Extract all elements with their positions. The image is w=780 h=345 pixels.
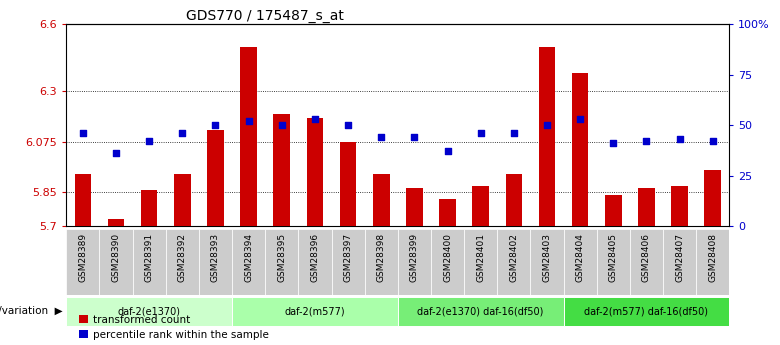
Text: GSM28404: GSM28404	[576, 233, 585, 282]
Text: GSM28396: GSM28396	[310, 233, 320, 282]
Text: GDS770 / 175487_s_at: GDS770 / 175487_s_at	[186, 9, 343, 23]
Bar	[100, 229, 133, 295]
Point	[309, 116, 321, 122]
Text: GSM28399: GSM28399	[410, 233, 419, 282]
Bar	[563, 229, 597, 295]
Bar	[75, 174, 91, 226]
Legend: transformed count, percentile rank within the sample: transformed count, percentile rank withi…	[80, 315, 269, 340]
Point	[607, 140, 619, 146]
Bar	[340, 142, 356, 226]
Bar	[630, 229, 663, 295]
Bar	[240, 47, 257, 226]
Bar	[572, 73, 588, 226]
Bar	[174, 174, 190, 226]
Bar	[696, 229, 729, 295]
Bar	[597, 229, 629, 295]
Text: GSM28391: GSM28391	[144, 233, 154, 282]
Text: GSM28397: GSM28397	[343, 233, 353, 282]
Text: GSM28394: GSM28394	[244, 233, 254, 282]
Point	[508, 130, 520, 136]
Bar	[605, 195, 622, 226]
Point	[110, 150, 122, 156]
Point	[209, 122, 222, 128]
Bar	[530, 229, 563, 295]
Bar	[406, 188, 423, 226]
Bar	[133, 229, 166, 295]
Bar	[373, 174, 389, 226]
Bar	[464, 229, 498, 295]
Bar	[663, 229, 696, 295]
Bar	[199, 229, 232, 295]
Point	[541, 122, 553, 128]
Bar	[265, 229, 298, 295]
Bar	[66, 229, 100, 295]
Text: GSM28390: GSM28390	[112, 233, 121, 282]
Bar	[505, 174, 522, 226]
Point	[707, 138, 719, 144]
Text: GSM28398: GSM28398	[377, 233, 386, 282]
Bar	[704, 170, 721, 226]
Text: GSM28395: GSM28395	[277, 233, 286, 282]
Bar	[332, 229, 364, 295]
Bar	[364, 229, 398, 295]
Bar	[563, 297, 729, 326]
Bar	[66, 297, 232, 326]
Point	[408, 135, 420, 140]
Text: GSM28405: GSM28405	[608, 233, 618, 282]
Point	[243, 118, 255, 124]
Text: daf-2(e1370) daf-16(df50): daf-2(e1370) daf-16(df50)	[417, 306, 544, 316]
Point	[441, 149, 454, 154]
Point	[143, 138, 155, 144]
Bar	[439, 199, 456, 226]
Bar	[108, 219, 124, 226]
Bar	[473, 186, 489, 226]
Text: GSM28389: GSM28389	[78, 233, 87, 282]
Bar	[672, 186, 688, 226]
Text: GSM28408: GSM28408	[708, 233, 718, 282]
Bar	[165, 229, 199, 295]
Text: daf-2(e1370): daf-2(e1370)	[118, 306, 181, 316]
Point	[275, 122, 288, 128]
Bar	[398, 297, 563, 326]
Point	[673, 136, 686, 142]
Bar	[539, 47, 555, 226]
Point	[76, 130, 89, 136]
Text: GSM28402: GSM28402	[509, 233, 519, 282]
Point	[574, 116, 587, 122]
Text: GSM28393: GSM28393	[211, 233, 220, 282]
Bar	[431, 229, 464, 295]
Text: GSM28406: GSM28406	[642, 233, 651, 282]
Bar	[298, 229, 331, 295]
Bar	[307, 118, 323, 226]
Bar	[498, 229, 530, 295]
Bar	[207, 129, 224, 226]
Text: genotype/variation  ▶: genotype/variation ▶	[0, 306, 62, 316]
Bar	[232, 297, 398, 326]
Point	[342, 122, 354, 128]
Bar	[638, 188, 654, 226]
Text: daf-2(m577) daf-16(df50): daf-2(m577) daf-16(df50)	[584, 306, 708, 316]
Text: GSM28392: GSM28392	[178, 233, 187, 282]
Bar	[398, 229, 431, 295]
Text: GSM28401: GSM28401	[476, 233, 485, 282]
Point	[375, 135, 388, 140]
Text: daf-2(m577): daf-2(m577)	[285, 306, 346, 316]
Text: GSM28403: GSM28403	[542, 233, 551, 282]
Bar	[232, 229, 265, 295]
Text: GSM28400: GSM28400	[443, 233, 452, 282]
Text: GSM28407: GSM28407	[675, 233, 684, 282]
Bar	[141, 190, 158, 226]
Point	[474, 130, 487, 136]
Point	[640, 138, 653, 144]
Bar	[274, 114, 290, 226]
Point	[176, 130, 189, 136]
